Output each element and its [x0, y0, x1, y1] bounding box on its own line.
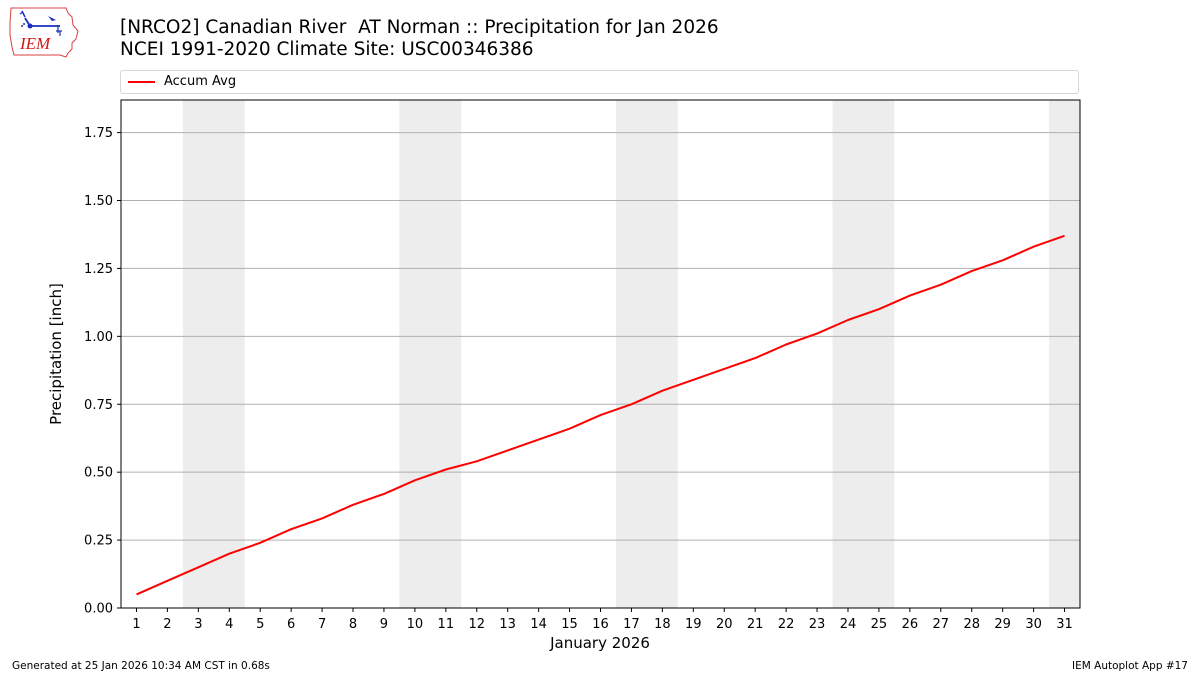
legend-line-swatch	[128, 81, 155, 83]
title-line-1: [NRCO2] Canadian River AT Norman :: Prec…	[120, 17, 719, 38]
x-tick-label: 8	[349, 617, 357, 632]
weekend-shade	[832, 100, 895, 608]
y-axis-label: Precipitation [inch]	[47, 283, 65, 425]
legend: Accum Avg	[120, 70, 1079, 94]
x-tick-label: 22	[778, 617, 795, 632]
x-tick-label: 26	[902, 617, 919, 632]
x-tick-label: 19	[685, 617, 702, 632]
x-tick-label: 2	[163, 617, 171, 632]
iem-logo: IEM	[8, 5, 80, 59]
weekend-shade	[399, 100, 462, 608]
x-tick-label: 29	[994, 617, 1011, 632]
x-tick-label: 30	[1025, 617, 1042, 632]
x-axis-label: January 2026	[550, 634, 650, 652]
x-tick-label: 5	[256, 617, 264, 632]
y-tick-label: 1.75	[84, 126, 113, 141]
x-tick-label: 28	[963, 617, 980, 632]
y-tick-label: 0.50	[84, 466, 113, 481]
x-tick-label: 11	[438, 617, 455, 632]
legend-label: Accum Avg	[164, 74, 237, 89]
x-tick-label: 7	[318, 617, 326, 632]
x-tick-label: 21	[747, 617, 764, 632]
plot-frame	[120, 99, 1081, 609]
weekend-shade	[615, 100, 678, 608]
x-tick-label: 17	[623, 617, 640, 632]
y-tick-label: 1.50	[84, 194, 113, 209]
x-tick-label: 27	[933, 617, 950, 632]
series-line-accum-avg	[136, 234, 1065, 596]
x-tick-label: 4	[225, 617, 233, 632]
x-tick-label: 31	[1056, 617, 1073, 632]
x-tick-label: 25	[871, 617, 888, 632]
x-tick-label: 14	[530, 617, 547, 632]
x-tick-label: 20	[716, 617, 733, 632]
weekend-shade	[1049, 100, 1080, 608]
x-tick-label: 16	[592, 617, 609, 632]
y-tick-label: 1.25	[84, 262, 113, 277]
chart-title: [NRCO2] Canadian River AT Norman :: Prec…	[120, 17, 719, 61]
x-tick-label: 13	[499, 617, 516, 632]
x-tick-label: 9	[380, 617, 388, 632]
app-credit: IEM Autoplot App #17	[1072, 660, 1188, 672]
y-tick-label: 1.00	[84, 330, 113, 345]
x-tick-label: 18	[654, 617, 671, 632]
x-tick-label: 3	[194, 617, 202, 632]
x-tick-label: 10	[407, 617, 424, 632]
x-tick-label: 15	[561, 617, 578, 632]
x-tick-label: 6	[287, 617, 295, 632]
x-tick-label: 12	[468, 617, 485, 632]
y-tick-label: 0.25	[84, 534, 113, 549]
y-tick-label: 0.00	[84, 602, 113, 617]
svg-text:IEM: IEM	[19, 34, 51, 53]
weekend-shade	[182, 100, 245, 608]
y-tick-label: 0.75	[84, 398, 113, 413]
x-tick-label: 1	[132, 617, 140, 632]
x-tick-label: 24	[840, 617, 857, 632]
x-tick-label: 23	[809, 617, 826, 632]
title-line-2: NCEI 1991-2020 Climate Site: USC00346386	[120, 39, 534, 60]
generated-timestamp: Generated at 25 Jan 2026 10:34 AM CST in…	[12, 660, 270, 672]
